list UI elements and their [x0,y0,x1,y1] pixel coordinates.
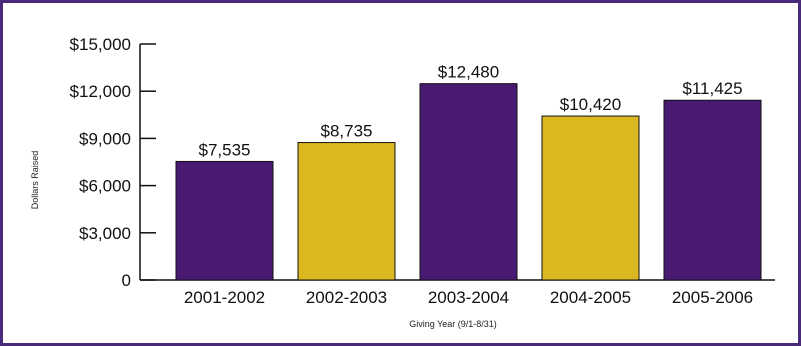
bar-2005-2006 [663,99,762,281]
y-tick-label: $15,000 [70,35,131,54]
y-axis-title: Dollars Raised [30,151,40,210]
y-tick-label: 0 [122,271,131,290]
data-label: $7,535 [199,140,251,159]
data-label: $10,420 [560,95,621,114]
y-tick-label: $3,000 [79,224,131,243]
bars [175,83,762,281]
bar-2002-2003 [297,142,396,281]
bar-2004-2005 [541,115,640,281]
x-tick-label: 2002-2003 [306,288,387,307]
x-tick-label: 2001-2002 [184,288,265,307]
data-label: $11,425 [682,79,742,98]
x-tick-label: 2004-2005 [550,288,631,307]
data-label: $8,735 [321,122,373,141]
data-label: $12,480 [438,63,499,82]
y-tick-label: $12,000 [70,82,131,101]
x-tick-label: 2005-2006 [672,288,753,307]
x-axis: 2001-2002 2002-2003 2003-2004 2004-2005 2005… [140,279,775,307]
x-tick-label: 2003-2004 [428,288,509,307]
bar-2003-2004 [419,83,518,281]
x-axis-title: Giving Year (9/1-8/31) [409,319,497,329]
bar-2001-2002 [175,160,274,281]
y-tick-label: $6,000 [79,177,131,196]
y-tick-label: $9,000 [79,129,131,148]
y-axis: 0 $3,000 $6,000 $9,000 $12,000 $15,000 [70,35,156,290]
data-labels: $7,535 $8,735 $12,480 $10,420 $11,425 [199,63,743,160]
